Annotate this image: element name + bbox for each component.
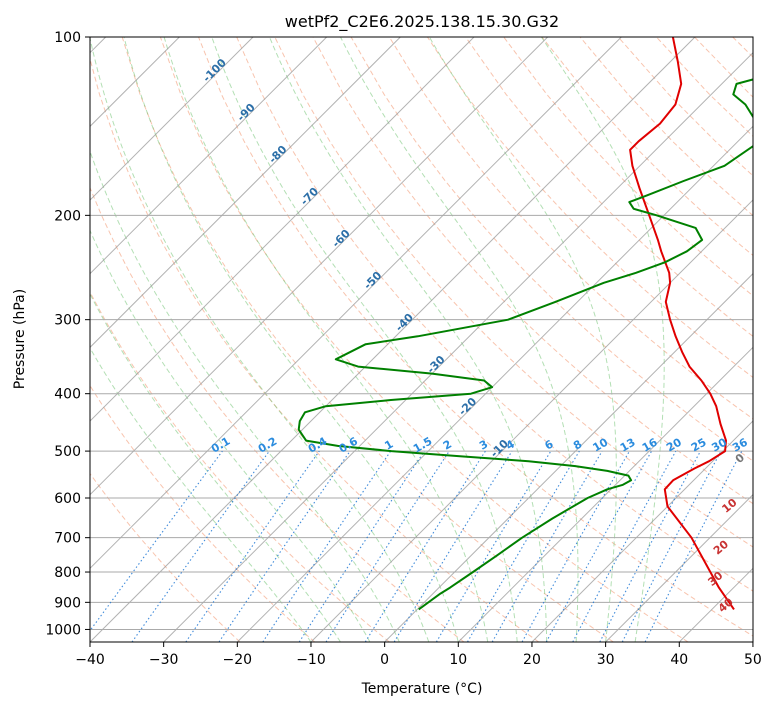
- x-tick-label: 0: [380, 652, 389, 668]
- isotherm-line: [90, 37, 254, 201]
- y-tick-label: 300: [54, 313, 81, 329]
- axes: −40 −30 −20 −10 0 10 20 30 40 50 1000 900 800 700 600 5…: [45, 30, 761, 668]
- y-tick-label: 700: [54, 531, 81, 547]
- dry-adiabat-line: [236, 37, 753, 592]
- mixing-ratio-line: [325, 450, 450, 642]
- moist-adiabat-line: [163, 37, 489, 642]
- y-tick-label: 600: [54, 491, 81, 507]
- isotherm-line: [90, 37, 475, 422]
- mixing-ratio-line: [298, 450, 425, 642]
- data-lines: [297, 37, 753, 611]
- isotherm-line: [605, 493, 753, 642]
- mixing-ratio-line: [393, 450, 513, 642]
- mixing-ratio-line: [185, 450, 320, 642]
- isotherm-line: [236, 125, 753, 642]
- isotherm-line: [90, 37, 549, 496]
- y-tick-label: 500: [54, 444, 81, 460]
- x-tick-label: −30: [149, 652, 179, 668]
- temperature-profile-line: [629, 37, 735, 610]
- x-tick-label: 20: [523, 652, 541, 668]
- moist-adiabat-line: [540, 37, 665, 642]
- dewpoint-profile-line: [297, 78, 753, 611]
- isotherm-line: [310, 199, 753, 642]
- y-tick-label: 200: [54, 208, 81, 224]
- dry-adiabat-line: [90, 384, 316, 642]
- dry-adiabat-line: [350, 37, 753, 462]
- mixing-ratio-line: [90, 450, 223, 632]
- moist-adiabat-line: [340, 37, 579, 642]
- y-tick-label: 100: [54, 30, 81, 46]
- isotherm-line: [163, 51, 753, 642]
- moist-adiabat-line: [90, 292, 341, 642]
- y-axis-label: Pressure (hPa): [12, 289, 28, 389]
- isotherm-line: [384, 272, 753, 642]
- dry-adiabat-line: [121, 37, 614, 642]
- plot-frame: [89, 36, 754, 643]
- moist-adiabat-line: [90, 229, 371, 642]
- dry-adiabat-line: [90, 290, 390, 642]
- moist-adiabat-line: [90, 37, 430, 642]
- dry-adiabat-line: [503, 37, 753, 297]
- dry-adiabat-line: [90, 186, 465, 642]
- mixing-ratio-line: [131, 450, 270, 642]
- x-tick-label: 30: [597, 652, 615, 668]
- dry-adiabat-line: [90, 472, 241, 642]
- isotherm-line: [457, 346, 753, 642]
- moist-adiabat-line: [211, 37, 518, 642]
- x-axis-label: Temperature (°C): [361, 681, 483, 697]
- x-tick-label: 40: [670, 652, 688, 668]
- y-tick-label: 400: [54, 387, 81, 403]
- isotherm-line: [531, 420, 753, 642]
- mixing-ratio-line: [545, 450, 653, 642]
- y-tick-label: 900: [54, 595, 81, 611]
- y-tick-label: 1000: [45, 622, 81, 638]
- moist-adiabat-line: [90, 149, 400, 642]
- isotherm-line: [90, 37, 401, 349]
- chart-title: wetPf2_C2E6.2025.138.15.30.G32: [285, 12, 559, 32]
- x-tick-label: 10: [449, 652, 467, 668]
- y-tick-label: 800: [54, 565, 81, 581]
- x-tick-label: −40: [75, 652, 105, 668]
- dry-adiabat-line: [426, 37, 753, 379]
- dry-adiabat-line: [198, 37, 753, 637]
- isotherm-line: [90, 37, 622, 570]
- x-tick-label: −10: [296, 652, 326, 668]
- mixing-ratio-line: [218, 450, 351, 642]
- isotherm-line: [90, 37, 328, 275]
- x-tick-label: 50: [744, 652, 762, 668]
- moist-adiabat-line: [123, 37, 459, 642]
- mixing-ratio-line: [572, 450, 677, 642]
- mixing-ratio-line: [644, 450, 743, 642]
- mixing-ratio-line: [262, 450, 392, 642]
- x-tick-label: −20: [223, 652, 253, 668]
- dry-adiabat-line: [90, 57, 539, 642]
- mixing-ratio-line: [521, 450, 630, 642]
